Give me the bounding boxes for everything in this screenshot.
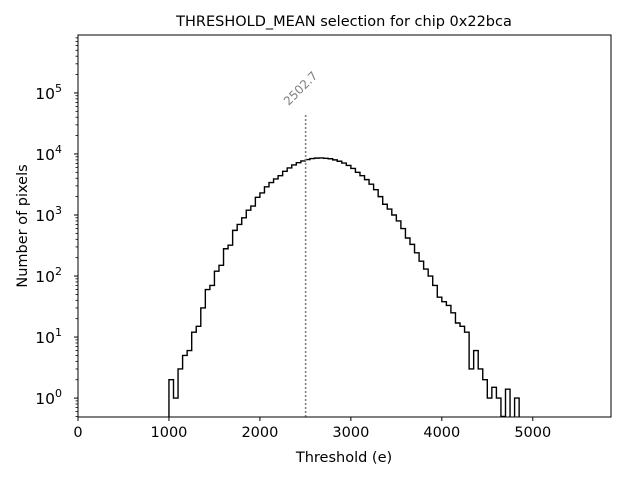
x-axis-label: Threshold (e) [295, 450, 392, 466]
y-tick-label: 104 [35, 143, 62, 164]
y-tick-label: 103 [35, 204, 62, 225]
histogram-step-line [168, 157, 520, 418]
axes-frame [77, 34, 612, 418]
y-axis-label: Number of pixels [15, 164, 31, 287]
mean-threshold-label: 2502.7 [281, 69, 321, 109]
y-tick-label: 105 [35, 82, 62, 103]
plot-area: 2502.7 0 1000 2000 3000 4000 5000 100 101 102 103 1… [35, 34, 612, 441]
y-tick-label: 101 [35, 326, 62, 347]
chart-title: THRESHOLD_MEAN selection for chip 0x22bc… [175, 14, 512, 30]
y-tick-label: 100 [35, 387, 62, 408]
x-tick-label: 0 [73, 425, 82, 441]
x-tick-label: 1000 [151, 425, 188, 441]
x-tick-label: 2000 [241, 425, 278, 441]
x-tick-label: 3000 [332, 425, 369, 441]
x-tick-label: 5000 [514, 425, 551, 441]
x-tick-label: 4000 [423, 425, 460, 441]
y-tick-label: 102 [35, 265, 62, 286]
